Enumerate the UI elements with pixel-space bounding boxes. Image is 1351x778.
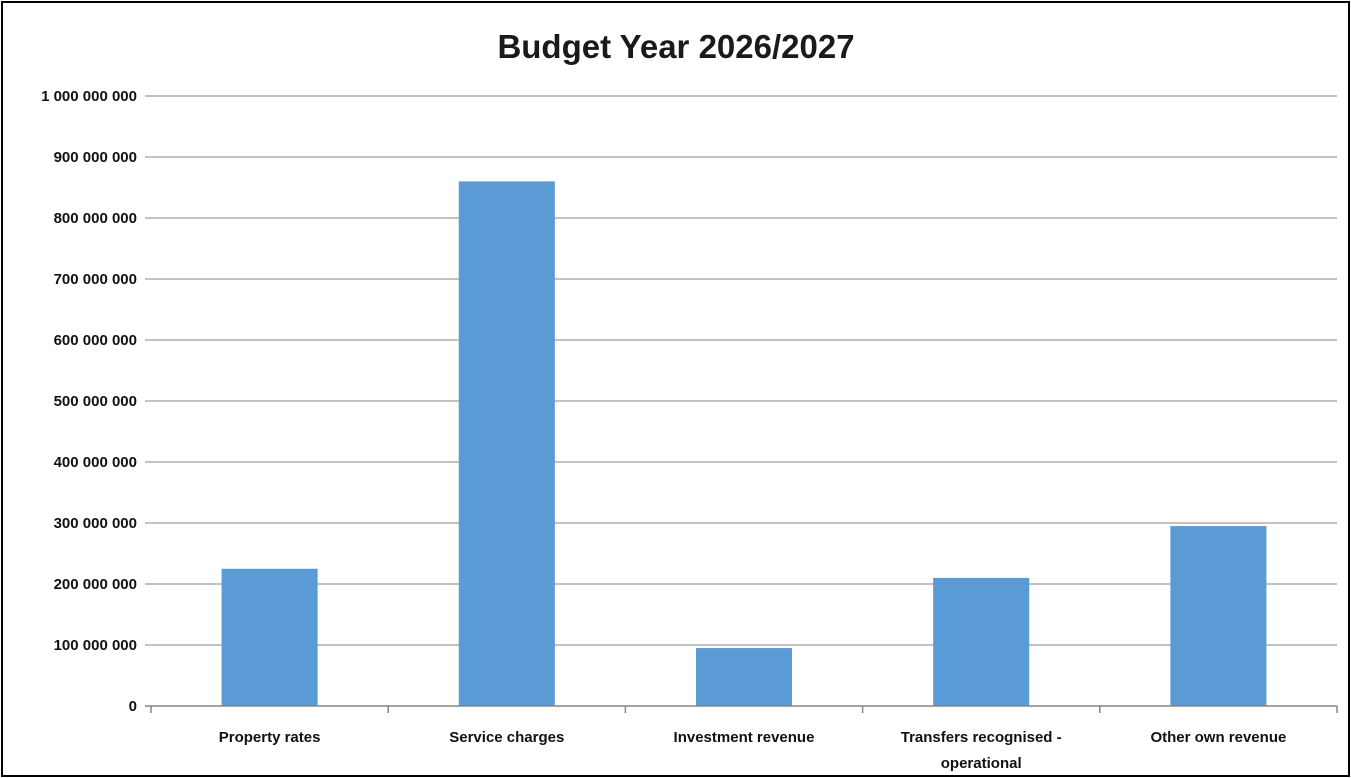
y-tick-label: 0 <box>129 698 137 715</box>
y-tick-label: 800 000 000 <box>54 210 137 227</box>
y-tick-label: 300 000 000 <box>54 515 137 532</box>
x-category-label: Service charges <box>449 729 564 746</box>
bar-2 <box>458 181 555 706</box>
bar-3 <box>695 648 793 706</box>
y-tick-label: 500 000 000 <box>54 393 137 410</box>
x-category-label: Transfers recognised - <box>901 729 1062 746</box>
bar-4 <box>933 577 1030 706</box>
chart-title: Budget Year 2026/2027 <box>497 28 854 65</box>
y-tick-label: 900 000 000 <box>54 149 137 166</box>
x-category-label: operational <box>941 755 1022 772</box>
y-tick-label: 600 000 000 <box>54 332 137 349</box>
x-axis-category-labels: Property rates Service charges Investment … <box>219 729 1287 772</box>
y-tick-label: 200 000 000 <box>54 576 137 593</box>
y-axis-tick-labels: 0 100 000 000 200 000 000 300 000 000 400 00… <box>41 88 137 715</box>
gridlines <box>145 95 1337 646</box>
x-category-label: Other own revenue <box>1150 729 1286 746</box>
bar-5 <box>1170 526 1267 706</box>
x-axis <box>145 705 1338 713</box>
bar-1 <box>221 568 318 706</box>
x-category-label: Property rates <box>219 729 321 746</box>
y-tick-label: 100 000 000 <box>54 637 137 654</box>
x-category-label: Investment revenue <box>674 729 815 746</box>
y-tick-label: 700 000 000 <box>54 271 137 288</box>
y-tick-label: 1 000 000 000 <box>41 88 137 105</box>
bar-chart: Budget Year 2026/2027 0 100 000 000 200 00… <box>41 28 1338 772</box>
bars <box>221 181 1267 706</box>
y-tick-label: 400 000 000 <box>54 454 137 471</box>
